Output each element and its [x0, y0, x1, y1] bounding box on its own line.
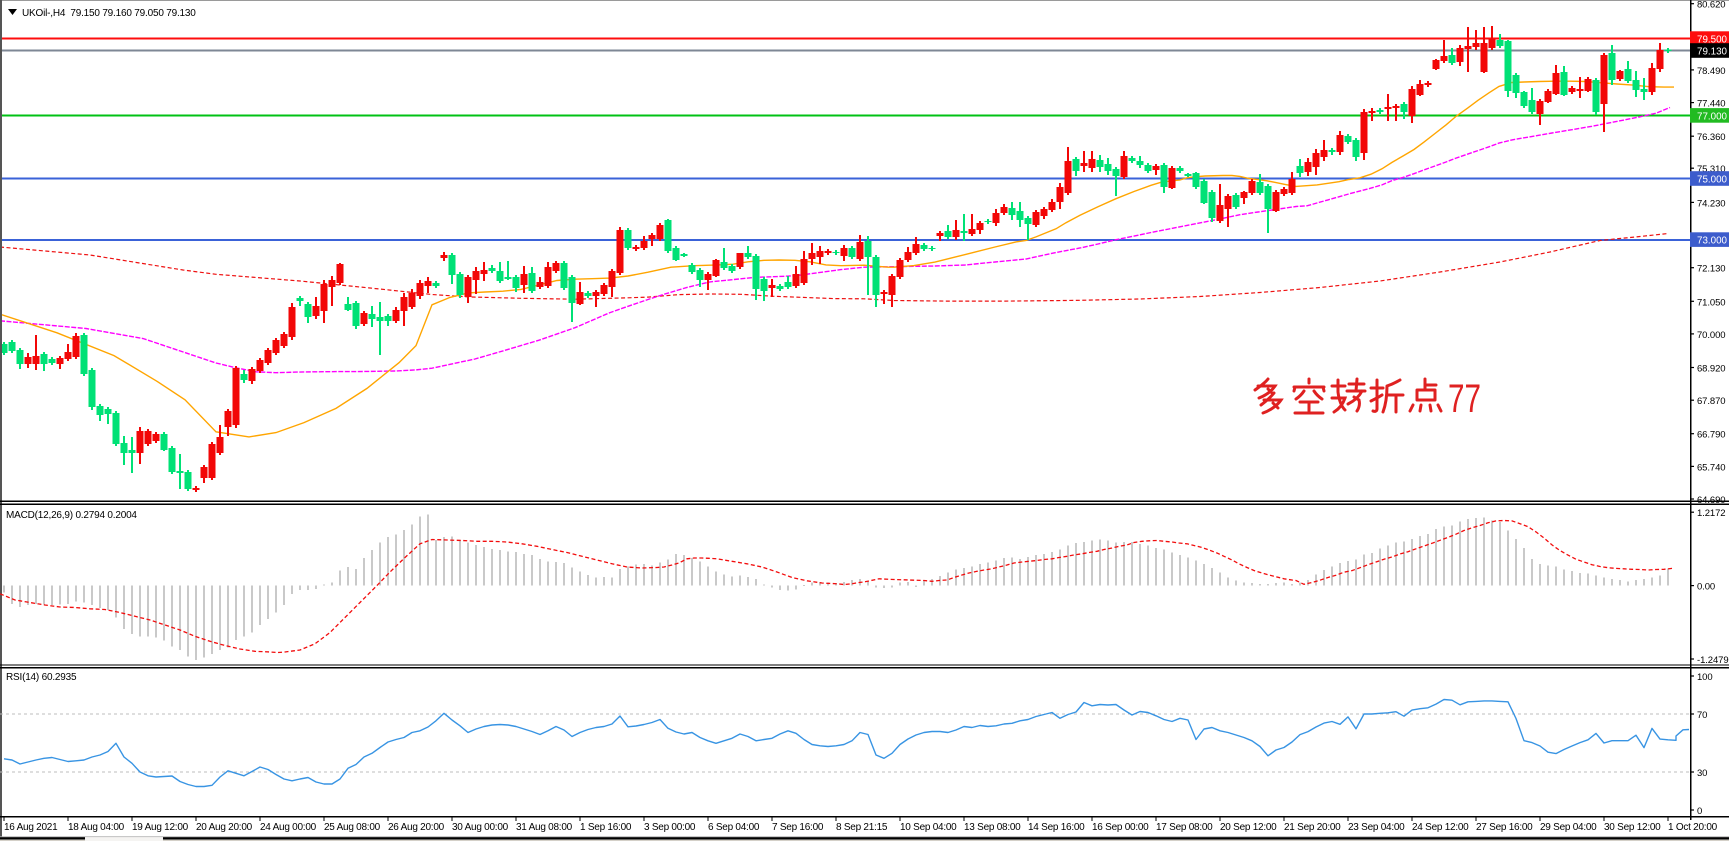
svg-text:75.000: 75.000 — [1697, 175, 1728, 186]
svg-text:74.230: 74.230 — [1697, 198, 1725, 209]
svg-text:23 Sep 04:00: 23 Sep 04:00 — [1348, 822, 1405, 833]
svg-text:64.690: 64.690 — [1697, 495, 1725, 506]
svg-text:18 Aug 04:00: 18 Aug 04:00 — [68, 822, 125, 833]
svg-text:72.130: 72.130 — [1697, 264, 1725, 275]
svg-text:79.130: 79.130 — [1697, 47, 1728, 58]
svg-text:67.870: 67.870 — [1697, 396, 1725, 407]
svg-text:30 Sep 12:00: 30 Sep 12:00 — [1604, 822, 1661, 833]
svg-text:73.000: 73.000 — [1697, 236, 1728, 247]
svg-text:65.740: 65.740 — [1697, 462, 1725, 473]
svg-text:70: 70 — [1697, 710, 1707, 721]
svg-text:25 Aug 08:00: 25 Aug 08:00 — [324, 822, 381, 833]
svg-text:1 Sep 16:00: 1 Sep 16:00 — [580, 822, 632, 833]
svg-text:21 Sep 20:00: 21 Sep 20:00 — [1284, 822, 1341, 833]
svg-text:20 Sep 12:00: 20 Sep 12:00 — [1220, 822, 1277, 833]
svg-text:16 Aug 2021: 16 Aug 2021 — [4, 822, 58, 833]
svg-text:19 Aug 12:00: 19 Aug 12:00 — [132, 822, 189, 833]
svg-text:RSI(14) 60.2935: RSI(14) 60.2935 — [6, 672, 77, 683]
svg-text:100: 100 — [1697, 672, 1713, 683]
svg-text:-1.2479: -1.2479 — [1697, 655, 1729, 666]
svg-text:76.360: 76.360 — [1697, 132, 1725, 143]
svg-text:0: 0 — [1697, 806, 1702, 817]
svg-text:10 Sep 04:00: 10 Sep 04:00 — [900, 822, 957, 833]
svg-text:30: 30 — [1697, 768, 1707, 779]
svg-text:77.000: 77.000 — [1697, 111, 1728, 122]
svg-text:14 Sep 16:00: 14 Sep 16:00 — [1028, 822, 1085, 833]
svg-text:6 Sep 04:00: 6 Sep 04:00 — [708, 822, 760, 833]
svg-text:24 Aug 00:00: 24 Aug 00:00 — [260, 822, 317, 833]
svg-text:MACD(12,26,9) 0.2794 0.2004: MACD(12,26,9) 0.2794 0.2004 — [6, 510, 137, 521]
svg-text:77.440: 77.440 — [1697, 99, 1725, 110]
svg-text:8 Sep 21:15: 8 Sep 21:15 — [836, 822, 888, 833]
svg-text:24 Sep 12:00: 24 Sep 12:00 — [1412, 822, 1469, 833]
svg-text:80.620: 80.620 — [1697, 0, 1725, 11]
svg-text:20 Aug 20:00: 20 Aug 20:00 — [196, 822, 253, 833]
svg-text:0.00: 0.00 — [1697, 582, 1715, 593]
svg-text:29 Sep 04:00: 29 Sep 04:00 — [1540, 822, 1597, 833]
svg-text:77: 77 — [1448, 377, 1481, 421]
svg-text:17 Sep 08:00: 17 Sep 08:00 — [1156, 822, 1213, 833]
svg-text:1.2172: 1.2172 — [1697, 508, 1725, 519]
svg-text:68.920: 68.920 — [1697, 364, 1725, 375]
svg-text:1 Oct 20:00: 1 Oct 20:00 — [1668, 822, 1718, 833]
svg-text:30 Aug 00:00: 30 Aug 00:00 — [452, 822, 509, 833]
svg-text:16 Sep 00:00: 16 Sep 00:00 — [1092, 822, 1149, 833]
svg-text:3 Sep 00:00: 3 Sep 00:00 — [644, 822, 696, 833]
svg-text:75.310: 75.310 — [1697, 164, 1725, 175]
svg-text:70.000: 70.000 — [1697, 330, 1725, 341]
svg-text:13 Sep 08:00: 13 Sep 08:00 — [964, 822, 1021, 833]
svg-text:27 Sep 16:00: 27 Sep 16:00 — [1476, 822, 1533, 833]
svg-text:31 Aug 08:00: 31 Aug 08:00 — [516, 822, 573, 833]
svg-text:78.490: 78.490 — [1697, 66, 1725, 77]
svg-text:UKOil-,H4 79.150 79.160 79.05: UKOil-,H4 79.150 79.160 79.050 79.130 — [22, 8, 196, 19]
svg-text:71.050: 71.050 — [1697, 297, 1725, 308]
svg-text:66.790: 66.790 — [1697, 430, 1725, 441]
svg-text:79.500: 79.500 — [1697, 35, 1728, 46]
svg-text:7 Sep 16:00: 7 Sep 16:00 — [772, 822, 824, 833]
svg-text:26 Aug 20:00: 26 Aug 20:00 — [388, 822, 445, 833]
